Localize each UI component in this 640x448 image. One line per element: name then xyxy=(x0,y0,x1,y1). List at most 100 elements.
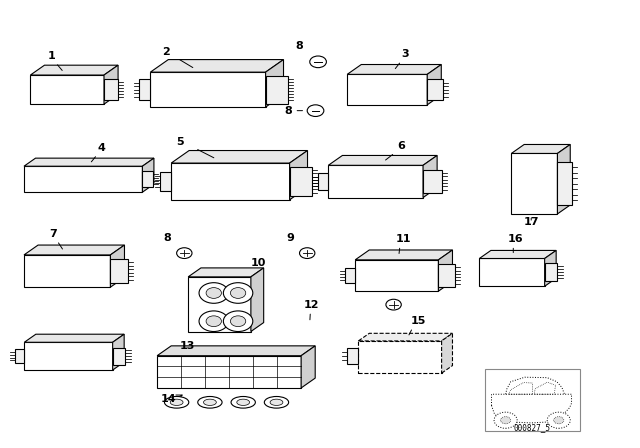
Ellipse shape xyxy=(204,399,216,405)
Ellipse shape xyxy=(270,399,283,405)
Circle shape xyxy=(500,417,511,424)
Polygon shape xyxy=(172,151,308,163)
Circle shape xyxy=(199,283,228,303)
Text: 2: 2 xyxy=(163,47,170,56)
Bar xyxy=(428,79,443,100)
Bar xyxy=(24,255,111,287)
Polygon shape xyxy=(24,158,154,166)
Text: 17: 17 xyxy=(524,217,539,227)
Circle shape xyxy=(386,299,401,310)
Bar xyxy=(358,341,442,373)
Text: 13: 13 xyxy=(180,340,195,350)
Bar xyxy=(159,172,171,191)
Polygon shape xyxy=(423,155,437,198)
Text: 14: 14 xyxy=(161,394,176,404)
Polygon shape xyxy=(301,346,315,388)
Polygon shape xyxy=(150,60,284,72)
Circle shape xyxy=(223,311,253,332)
Circle shape xyxy=(307,105,324,116)
Bar xyxy=(479,258,545,286)
Circle shape xyxy=(206,316,221,327)
Bar xyxy=(557,162,572,206)
Polygon shape xyxy=(442,333,452,373)
Polygon shape xyxy=(355,250,452,260)
Ellipse shape xyxy=(231,396,255,408)
Text: 7: 7 xyxy=(49,229,57,239)
Circle shape xyxy=(223,283,253,303)
Polygon shape xyxy=(347,65,442,74)
Ellipse shape xyxy=(198,396,222,408)
Bar xyxy=(30,75,104,104)
Polygon shape xyxy=(438,250,452,291)
Polygon shape xyxy=(511,145,570,153)
Bar xyxy=(347,74,428,105)
Bar xyxy=(104,79,118,100)
Text: 10: 10 xyxy=(251,258,266,268)
Bar xyxy=(485,369,580,431)
Bar xyxy=(143,171,152,187)
Bar xyxy=(113,348,125,365)
Text: 12: 12 xyxy=(304,300,319,310)
Ellipse shape xyxy=(264,396,289,408)
Text: 8: 8 xyxy=(164,233,172,243)
Circle shape xyxy=(300,248,315,258)
Text: 11: 11 xyxy=(396,234,411,244)
Text: 8: 8 xyxy=(295,41,303,51)
Text: 000827_5: 000827_5 xyxy=(514,423,551,432)
Polygon shape xyxy=(143,158,154,192)
Bar xyxy=(438,264,455,287)
Polygon shape xyxy=(557,145,570,214)
Bar xyxy=(347,348,358,364)
Polygon shape xyxy=(24,334,124,342)
Polygon shape xyxy=(251,268,264,332)
Bar xyxy=(110,259,128,283)
Polygon shape xyxy=(24,245,124,255)
Text: 3: 3 xyxy=(401,49,409,59)
Text: 8: 8 xyxy=(285,106,292,116)
Bar xyxy=(345,268,355,284)
Polygon shape xyxy=(157,346,315,356)
Text: 9: 9 xyxy=(287,233,294,243)
Polygon shape xyxy=(428,65,442,105)
Text: 1: 1 xyxy=(47,51,55,61)
Circle shape xyxy=(177,248,192,258)
Bar xyxy=(157,356,301,388)
Polygon shape xyxy=(110,245,124,287)
Ellipse shape xyxy=(237,399,250,405)
Text: 5: 5 xyxy=(177,137,184,146)
Text: 6: 6 xyxy=(397,141,405,151)
Text: 15: 15 xyxy=(410,316,426,326)
Ellipse shape xyxy=(170,399,183,405)
Bar xyxy=(24,166,143,192)
Bar xyxy=(24,342,113,370)
Circle shape xyxy=(206,288,221,298)
Bar xyxy=(511,153,557,214)
Polygon shape xyxy=(104,65,118,104)
Circle shape xyxy=(494,412,517,428)
Bar xyxy=(172,163,290,200)
Polygon shape xyxy=(328,155,437,165)
Bar xyxy=(355,260,438,291)
Polygon shape xyxy=(113,334,124,370)
Polygon shape xyxy=(290,151,308,200)
Bar xyxy=(318,173,328,190)
Circle shape xyxy=(554,417,564,424)
Bar xyxy=(545,263,557,281)
Polygon shape xyxy=(545,250,556,286)
Bar xyxy=(423,170,442,193)
Bar xyxy=(328,165,423,198)
Bar xyxy=(188,277,251,332)
Circle shape xyxy=(230,316,246,327)
Circle shape xyxy=(199,311,228,332)
Text: 16: 16 xyxy=(508,234,523,244)
Bar xyxy=(290,167,312,196)
Polygon shape xyxy=(266,60,284,107)
Polygon shape xyxy=(188,268,264,277)
Polygon shape xyxy=(358,333,452,341)
Bar xyxy=(139,79,150,100)
Bar xyxy=(150,72,266,107)
Polygon shape xyxy=(479,250,556,258)
Circle shape xyxy=(310,56,326,68)
Polygon shape xyxy=(30,65,118,75)
Text: 4: 4 xyxy=(97,143,105,153)
